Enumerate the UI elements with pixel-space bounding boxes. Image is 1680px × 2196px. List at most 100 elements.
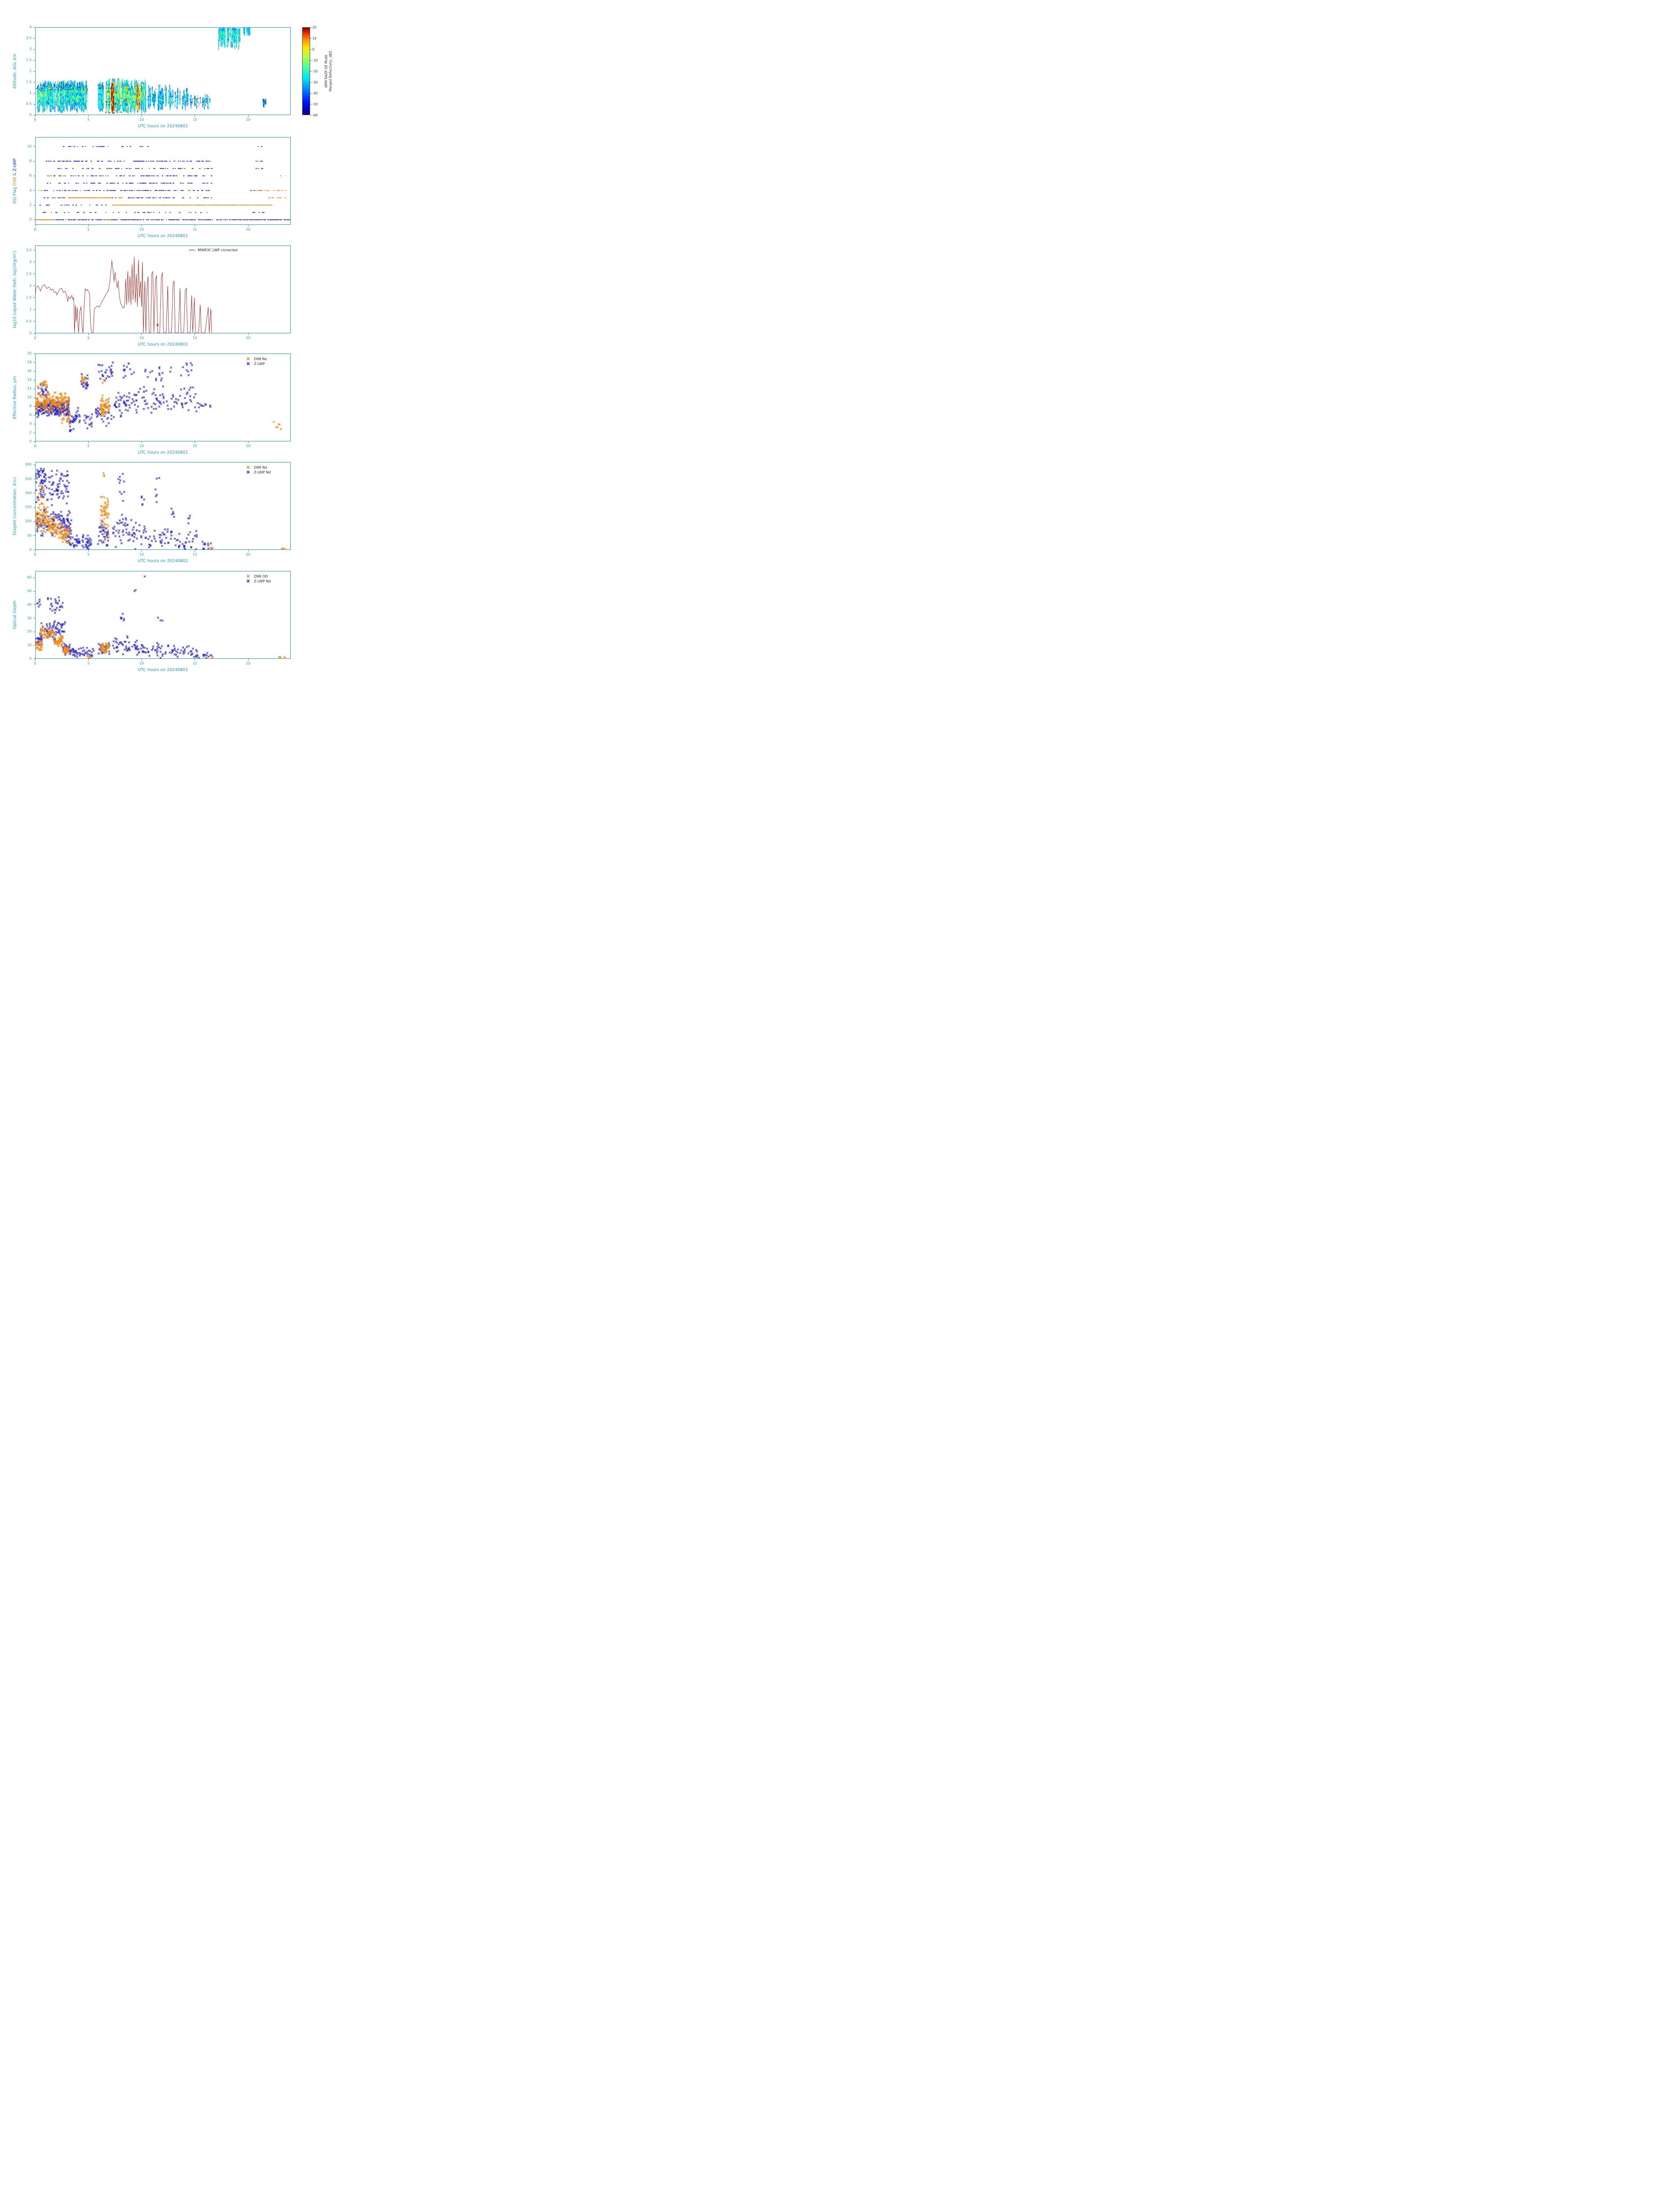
legend-entry: Z-LWP Nd	[245, 579, 271, 583]
x-tick-label: 0	[34, 661, 36, 665]
colorbar-tick	[310, 49, 311, 50]
y-tick	[33, 71, 35, 72]
plot-canvas-optical-depth	[35, 571, 291, 659]
y-tick-label: 0	[29, 439, 32, 443]
y-tick-label: 10	[27, 643, 32, 647]
legend-entry: D98 Nd	[245, 466, 271, 470]
y-tick	[33, 297, 35, 298]
panel-dq-flag: 0 5 10 15 20 0 2 4 6 8 10 UTC hours on 20240801 DQ F…	[0, 0, 373, 695]
legend-x-marker-icon	[246, 470, 250, 474]
x-tick-label: 15	[192, 661, 197, 665]
x-tick-label: 15	[192, 118, 197, 122]
y-tick-label: 10	[27, 144, 32, 148]
colorbar-tick-label: -20	[312, 69, 318, 73]
y-axis-label-part: D98	[12, 177, 18, 186]
x-tick	[248, 550, 249, 552]
x-tick-label: 10	[139, 336, 144, 340]
y-tick-label: 250	[25, 477, 32, 481]
legend-effective-radius: D98 Re Z-LWP	[245, 357, 267, 366]
y-tick	[33, 38, 35, 39]
plot-canvas-reflectivity	[35, 27, 291, 115]
y-tick-label: 50	[27, 533, 32, 538]
legend-entry-label: Z-LWP Nd	[254, 470, 271, 474]
colorbar-tick-label: -10	[312, 58, 318, 62]
x-tick-label: 0	[34, 336, 36, 340]
x-tick	[35, 225, 36, 227]
y-tick-label: 0	[29, 657, 32, 661]
colorbar-tick	[310, 60, 311, 61]
colorbar-tick	[310, 71, 311, 72]
y-tick-label: 2	[29, 69, 32, 73]
y-tick	[33, 309, 35, 310]
y-tick	[33, 190, 35, 191]
panel-lwp: 0 5 10 15 20 0 0.5 1 1.5 2 2.5 3 3.5 UTC hours on 202…	[0, 0, 373, 695]
x-axis-label: UTC hours on 20240801	[137, 342, 188, 347]
colorbar-tick	[310, 115, 311, 116]
y-tick-label: 12	[27, 386, 32, 390]
y-axis-label-part: Z-LWP	[12, 158, 18, 171]
y-tick	[33, 645, 35, 646]
x-tick-label: 20	[246, 444, 251, 448]
y-tick-label: 30	[27, 616, 32, 620]
y-tick-label: 2.5	[26, 58, 32, 62]
x-tick-label: 5	[87, 118, 90, 122]
legend-droplet-concentration: D98 Nd Z-LWP Nd	[245, 466, 271, 474]
legend-entry: D98 OD	[245, 574, 271, 578]
x-tick-label: 0	[34, 228, 36, 231]
x-tick-label: 10	[139, 661, 144, 665]
x-tick-label: 5	[87, 228, 90, 231]
y-tick-label: 2	[29, 430, 32, 434]
plot-canvas-lwp	[35, 246, 291, 333]
colorbar-tick-label: -60	[312, 113, 318, 117]
y-tick-label: 2.5	[26, 271, 32, 276]
y-tick-label: 60	[27, 575, 32, 580]
colorbar-label-line: Merged Reflectivity, dBZ	[329, 51, 332, 92]
x-axis-label: UTC hours on 20240801	[137, 450, 188, 455]
plot-canvas-effective-radius	[35, 354, 291, 441]
y-tick-label: 1.5	[26, 80, 32, 84]
x-tick-label: 20	[246, 553, 251, 556]
colorbar-tick-label: -30	[312, 80, 318, 84]
colorbar-tick	[310, 93, 311, 94]
y-tick-label: 8	[29, 404, 32, 408]
legend-entry: D98 Re	[245, 357, 267, 361]
x-tick-label: 0	[34, 118, 36, 122]
legend-entry-label: Z-LWP	[254, 362, 265, 366]
colorbar-tick	[310, 104, 311, 105]
x-tick-label: 0	[34, 553, 36, 556]
y-tick	[33, 146, 35, 147]
y-tick	[33, 362, 35, 363]
x-tick-label: 10	[139, 228, 144, 231]
y-tick-label: 20	[27, 351, 32, 355]
x-tick-label: 20	[246, 228, 251, 231]
y-tick-label: 0.5	[26, 102, 32, 106]
y-tick	[33, 521, 35, 522]
y-tick-label: 6	[29, 413, 32, 417]
colorbar-tick-label: 10	[312, 36, 317, 40]
y-tick-label: 0	[29, 331, 32, 335]
axes-frame-effective-radius	[35, 354, 291, 441]
x-tick-label: 20	[246, 118, 251, 122]
axes-frame-droplet-concentration	[35, 462, 291, 550]
panel-optical-depth: 0 5 10 15 20 0 10 20 30 40 50 60 UTC hours on 202408…	[0, 0, 373, 695]
y-tick	[33, 27, 35, 28]
y-tick-label: 14	[27, 378, 32, 382]
x-tick	[141, 225, 142, 227]
plot-canvas-dq-flag	[35, 137, 291, 225]
x-tick	[248, 115, 249, 117]
x-tick	[35, 659, 36, 661]
x-tick-label: 10	[139, 118, 144, 122]
x-tick-label: 15	[192, 336, 197, 340]
y-tick	[33, 333, 35, 334]
legend-x-marker-icon	[246, 362, 250, 365]
x-tick-label: 5	[87, 444, 90, 448]
colorbar-tick-label: 20	[312, 25, 317, 29]
legend-entry-label: D98 OD	[254, 574, 268, 578]
figure: 0 5 10 15 20 0 0.5 1 1.5 2 2.5 3 3.5 4 UTC hours on 20…	[0, 0, 373, 695]
y-tick-label: 1.5	[26, 295, 32, 300]
y-tick	[33, 285, 35, 286]
y-tick	[33, 205, 35, 206]
y-tick-label: 6	[29, 173, 32, 178]
y-tick-label: 4	[29, 25, 32, 29]
y-axis-label-part: &	[12, 171, 18, 177]
